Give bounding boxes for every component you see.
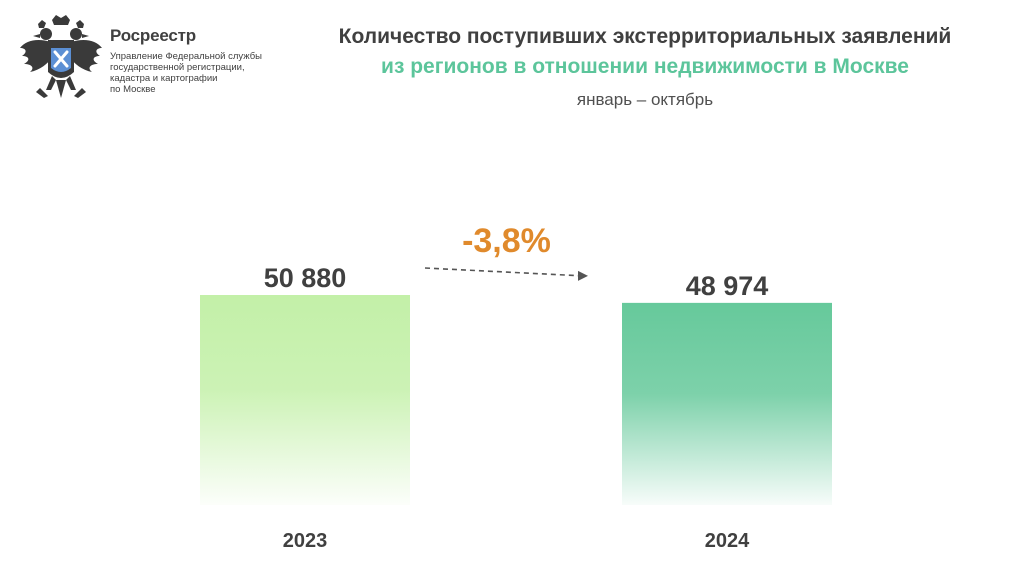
bar-2024 (622, 302, 832, 505)
value-label-2024: 48 974 (686, 271, 769, 301)
logo-subtitle: Управление Федеральной службы государств… (110, 51, 290, 95)
logo-subtitle-line: по Москве (110, 84, 156, 95)
logo-name: Росреестр (110, 26, 196, 45)
change-arrow (424, 267, 583, 277)
category-label-2023: 2023 (283, 530, 328, 552)
change-arrowhead (578, 270, 588, 281)
bar-2023 (200, 295, 410, 505)
category-label-2024: 2024 (705, 530, 750, 552)
change-label: -3,8% (462, 222, 551, 260)
rosreestr-logo: Росреестр Управление Федеральной службы … (18, 14, 288, 106)
logo-subtitle-line: Управление Федеральной службы (110, 51, 262, 62)
logo-subtitle-line: государственной регистрации, (110, 62, 245, 73)
chart-title-accent: из регионов в отношении недвижимости в М… (381, 55, 909, 78)
double-headed-eagle-icon (20, 15, 102, 98)
logo-subtitle-line: кадастра и картографии (110, 73, 218, 84)
value-label-2023: 50 880 (264, 263, 347, 293)
period-subtitle: январь – октябрь (576, 90, 714, 109)
chart-title: Количество поступивших экстерриториальны… (338, 25, 952, 48)
